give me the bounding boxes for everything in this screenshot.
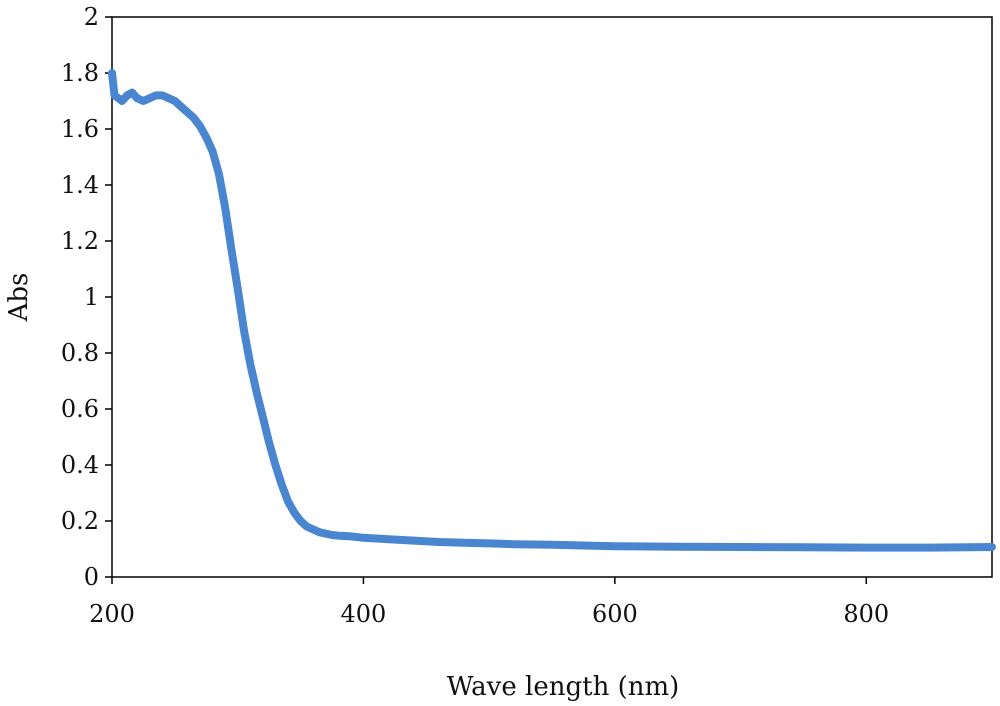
x-axis-title: Wave length (nm) bbox=[447, 672, 680, 702]
y-tick-label: 1.8 bbox=[61, 59, 99, 87]
series-line bbox=[108, 69, 996, 552]
y-tick-label: 0.2 bbox=[61, 507, 99, 535]
x-tick-label: 400 bbox=[341, 600, 387, 628]
y-tick-label: 1.6 bbox=[61, 115, 99, 143]
y-tick-label: 0 bbox=[84, 563, 99, 591]
x-axis-ticks: 200 400 600 800 bbox=[89, 577, 889, 628]
y-tick-label: 0.6 bbox=[61, 395, 99, 423]
y-tick-label: 1.4 bbox=[61, 171, 99, 199]
series-layer bbox=[108, 69, 996, 552]
y-tick-label: 1.2 bbox=[61, 227, 99, 255]
y-tick-label: 0.4 bbox=[61, 451, 99, 479]
x-tick-label: 200 bbox=[89, 600, 135, 628]
plot-area-frame bbox=[111, 16, 993, 578]
x-tick-label: 800 bbox=[843, 600, 889, 628]
y-tick-label: 0.8 bbox=[61, 339, 99, 367]
y-axis-title: Abs bbox=[4, 273, 34, 323]
y-axis-ticks: 0 0.2 0.4 0.6 0.8 1 1.2 1.4 1.6 1.8 2 bbox=[61, 3, 112, 591]
x-tick-label: 600 bbox=[592, 600, 638, 628]
y-tick-label: 2 bbox=[84, 3, 99, 31]
y-tick-label: 1 bbox=[84, 283, 99, 311]
